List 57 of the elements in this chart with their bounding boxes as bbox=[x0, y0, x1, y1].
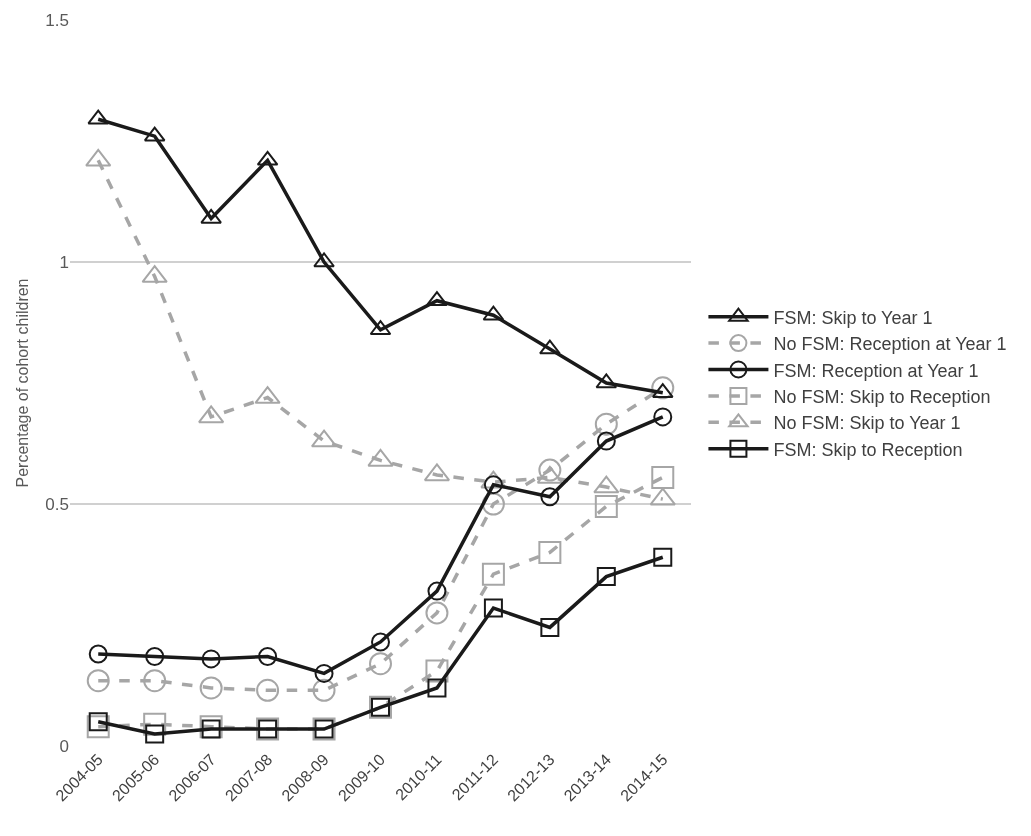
point bbox=[536, 465, 563, 484]
point bbox=[539, 339, 561, 355]
point bbox=[88, 712, 108, 732]
point bbox=[594, 494, 618, 518]
point bbox=[593, 475, 620, 494]
point bbox=[367, 448, 394, 467]
point bbox=[200, 208, 222, 224]
point bbox=[594, 412, 618, 436]
point bbox=[427, 581, 447, 601]
y-axis-title: Percentage of cohort children bbox=[14, 278, 31, 488]
legend-label: FSM: Reception at Year 1 bbox=[773, 360, 979, 381]
point bbox=[651, 376, 675, 400]
point bbox=[201, 649, 221, 669]
point bbox=[596, 567, 616, 587]
point bbox=[481, 492, 505, 516]
point bbox=[540, 487, 560, 507]
point bbox=[653, 547, 673, 567]
point bbox=[145, 724, 165, 744]
y-tick-label: 1.5 bbox=[45, 10, 69, 30]
point bbox=[653, 407, 673, 427]
point bbox=[480, 470, 507, 489]
point bbox=[651, 465, 675, 489]
point bbox=[538, 540, 562, 564]
y-tick-label: 0 bbox=[59, 736, 69, 756]
point bbox=[371, 632, 390, 652]
point bbox=[369, 652, 392, 676]
point bbox=[143, 669, 167, 693]
legend-label: No FSM: Reception at Year 1 bbox=[773, 334, 1007, 355]
point bbox=[425, 601, 449, 625]
legend-label: No FSM: Skip to Reception bbox=[773, 386, 991, 407]
point bbox=[427, 678, 447, 698]
legend-label: No FSM: Skip to Year 1 bbox=[773, 413, 961, 434]
point bbox=[145, 646, 165, 666]
point bbox=[314, 663, 334, 683]
point bbox=[649, 487, 676, 506]
point bbox=[256, 678, 280, 702]
point bbox=[198, 405, 225, 424]
point bbox=[483, 475, 503, 495]
point bbox=[258, 646, 278, 666]
y-tick-label: 1 bbox=[59, 252, 69, 272]
point bbox=[143, 712, 167, 736]
point bbox=[88, 644, 108, 664]
point bbox=[483, 598, 503, 618]
point bbox=[538, 458, 562, 482]
point bbox=[85, 148, 112, 167]
point bbox=[596, 431, 616, 451]
point bbox=[313, 252, 335, 268]
point bbox=[425, 659, 449, 683]
legend-label: FSM: Skip to Year 1 bbox=[773, 307, 933, 328]
point bbox=[481, 562, 505, 586]
point bbox=[312, 678, 336, 702]
point bbox=[540, 617, 560, 637]
point bbox=[86, 715, 110, 739]
point bbox=[86, 669, 110, 693]
y-tick-label: 0.5 bbox=[45, 494, 69, 514]
legend-label: FSM: Skip to Reception bbox=[773, 439, 963, 460]
point bbox=[199, 676, 223, 700]
